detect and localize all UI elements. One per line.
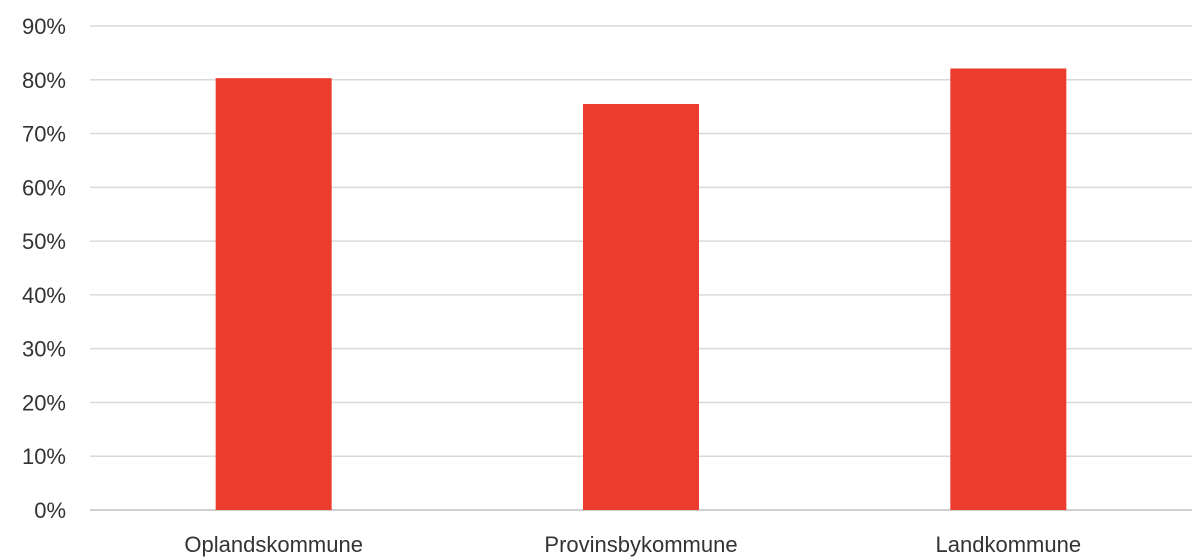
y-tick-label: 40%: [22, 283, 66, 308]
x-category-label: Oplandskommune: [184, 532, 363, 557]
bar-landkommune: [950, 68, 1067, 511]
y-tick-label: 70%: [22, 122, 66, 147]
y-axis-tick-labels: 0% 10% 20% 30% 40% 50% 60% 70% 80% 90%: [22, 14, 66, 523]
x-category-label: Provinsbykommune: [544, 532, 737, 557]
bar-oplandskommune: [215, 78, 332, 511]
y-tick-label: 50%: [22, 229, 66, 254]
y-tick-label: 80%: [22, 68, 66, 93]
x-category-label: Landkommune: [936, 532, 1082, 557]
x-axis-category-labels: Oplandskommune Provinsbykommune Landkommun…: [184, 532, 1081, 557]
y-tick-label: 60%: [22, 175, 66, 200]
y-tick-label: 90%: [22, 14, 66, 39]
y-tick-label: 10%: [22, 444, 66, 469]
y-tick-label: 30%: [22, 337, 66, 362]
bars: [215, 68, 1067, 511]
y-tick-label: 20%: [22, 390, 66, 415]
y-tick-label: 0%: [34, 498, 66, 523]
bar-provinsbykommune: [583, 103, 699, 510]
